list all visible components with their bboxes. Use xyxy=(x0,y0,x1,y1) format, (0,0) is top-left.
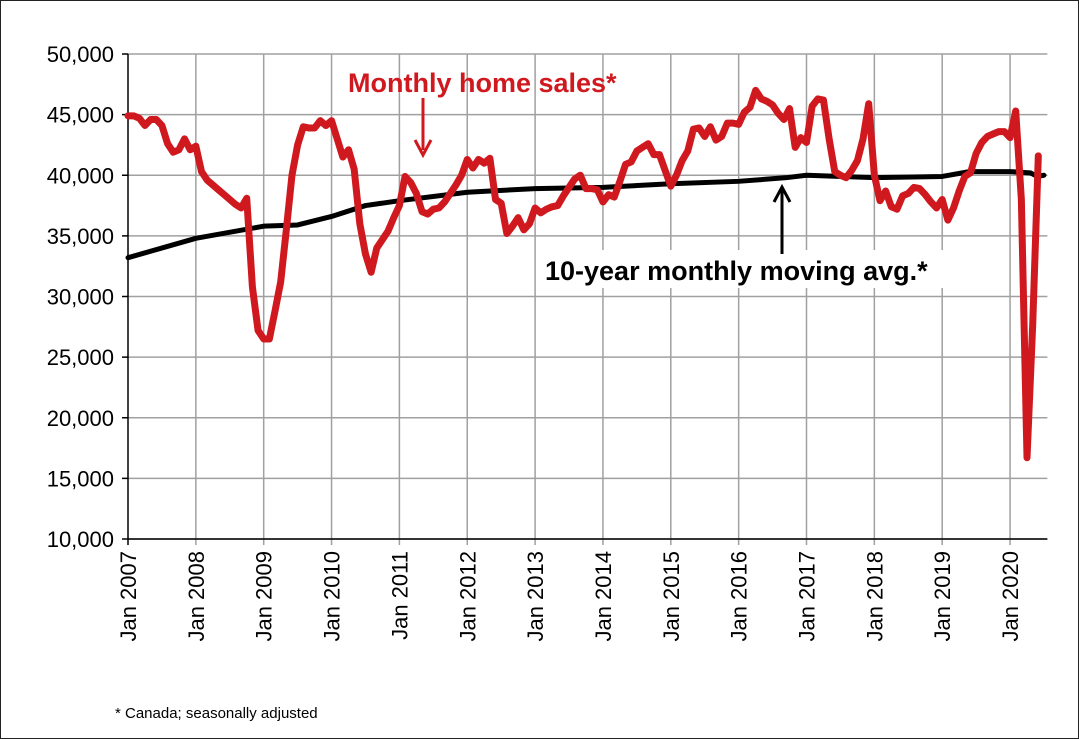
y-tick-label: 10,000 xyxy=(47,527,114,552)
x-tick-label: Jan 2013 xyxy=(523,551,548,642)
y-tick-label: 30,000 xyxy=(47,285,114,310)
y-tick-label: 25,000 xyxy=(47,345,114,370)
x-tick-label: Jan 2012 xyxy=(455,551,480,642)
x-tick-label: Jan 2009 xyxy=(252,551,277,642)
y-axis: 10,000 15,000 20,000 25,000 30,000 35,000 40,0… xyxy=(47,42,1048,552)
y-tick-label: 45,000 xyxy=(47,103,114,128)
x-tick-label: Jan 2014 xyxy=(591,551,616,642)
y-tick-label: 15,000 xyxy=(47,466,114,491)
annotation-monthly-sales: Monthly home sales* xyxy=(348,68,617,98)
x-tick-label: Jan 2008 xyxy=(184,551,209,642)
x-tick-label: Jan 2016 xyxy=(727,551,752,642)
annotation-moving-avg: 10-year monthly moving avg.* xyxy=(545,256,928,286)
x-axis: Jan 2007 Jan 2008 Jan 2009 Jan 2010 Jan 2011… xyxy=(116,551,1023,642)
x-tick-label: Jan 2015 xyxy=(659,551,684,642)
x-tick-label: Jan 2010 xyxy=(320,551,345,642)
x-tick-label: Jan 2019 xyxy=(930,551,955,642)
annotation-bg xyxy=(540,250,980,288)
y-tick-label: 35,000 xyxy=(47,224,114,249)
y-tick-label: 40,000 xyxy=(47,163,114,188)
x-tick-label: Jan 2017 xyxy=(795,551,820,642)
x-tick-label: Jan 2020 xyxy=(998,551,1023,642)
x-tick-label: Jan 2011 xyxy=(387,551,412,640)
monthly-sales-line xyxy=(124,86,1042,462)
grid xyxy=(127,53,1048,545)
x-tick-label: Jan 2007 xyxy=(116,551,141,642)
series xyxy=(124,86,1047,462)
arrow-down-icon xyxy=(413,98,433,159)
y-tick-label: 20,000 xyxy=(47,406,114,431)
arrow-up-icon xyxy=(772,183,792,254)
footnote: * Canada; seasonally adjusted xyxy=(115,705,318,722)
x-tick-label: Jan 2018 xyxy=(862,551,887,642)
y-tick-label: 50,000 xyxy=(47,42,114,67)
